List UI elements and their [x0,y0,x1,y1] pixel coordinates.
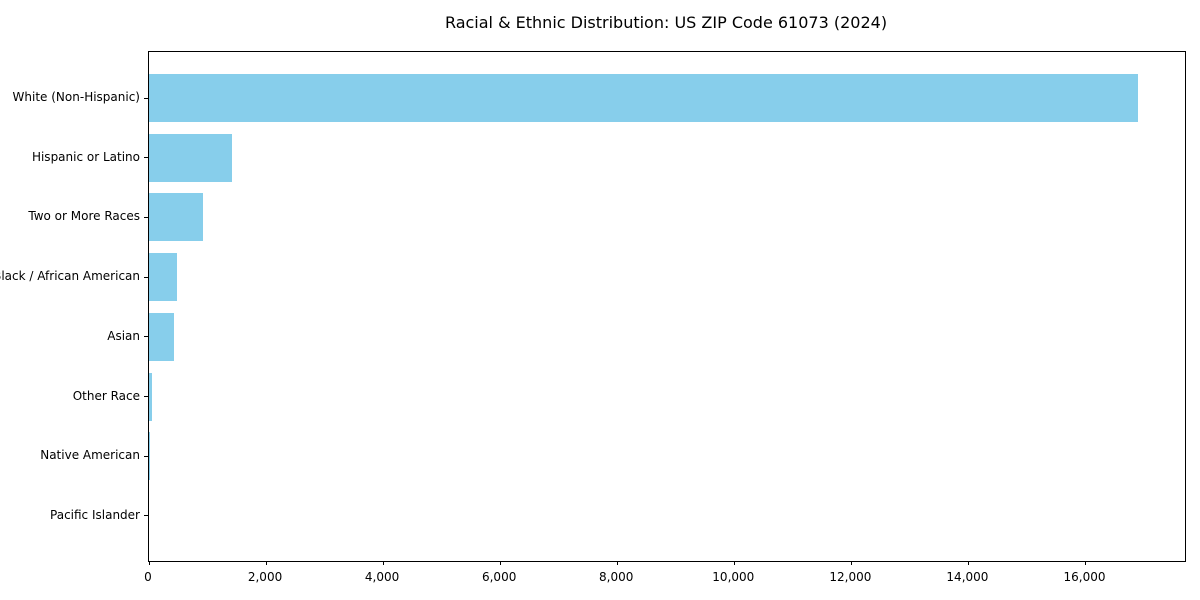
x-tick-label: 4,000 [364,570,400,584]
bar [149,193,204,242]
y-tick-mark [144,97,148,99]
y-tick-label: Other Race [72,388,140,403]
x-tick-mark [1084,561,1086,565]
x-tick-label: 10,000 [712,570,755,584]
x-tick-mark [850,561,852,565]
bar [149,372,152,421]
bar [149,74,1139,122]
y-tick-label: Two or More Races [28,209,140,224]
x-tick-mark [148,561,150,565]
x-tick-mark [616,561,618,565]
y-tick-mark [144,396,148,398]
x-tick-label: 0 [144,570,152,584]
bar [149,432,150,481]
y-tick-label: White (Non-Hispanic) [12,90,140,104]
x-tick-label: 16,000 [1063,570,1106,584]
y-tick-label: Black / African American [0,269,140,284]
x-tick-mark [967,561,969,565]
y-tick-mark [144,455,148,457]
y-tick-mark [144,515,148,517]
y-tick-mark [144,336,148,338]
y-tick-mark [144,216,148,218]
x-tick-label: 6,000 [481,570,517,584]
y-tick-mark [144,276,148,278]
chart-title: Racial & Ethnic Distribution: US ZIP Cod… [444,13,888,32]
bar [149,133,232,182]
x-tick-label: 14,000 [946,570,989,584]
y-tick-label: Hispanic or Latino [31,149,140,164]
y-tick-label: Native American [40,448,140,463]
y-tick-label: Asian [107,328,140,343]
x-tick-mark [382,561,384,565]
y-tick-label: Pacific Islander [50,507,140,522]
plot-area [144,51,1186,565]
x-tick-mark [733,561,735,565]
x-tick-mark [499,561,501,565]
x-tick-label: 12,000 [829,570,872,584]
bar [149,312,175,361]
x-tick-mark [265,561,267,565]
x-tick-label: 2,000 [247,570,283,584]
x-tick-label: 8,000 [599,570,634,584]
bar [149,253,178,302]
y-tick-mark [144,157,148,159]
